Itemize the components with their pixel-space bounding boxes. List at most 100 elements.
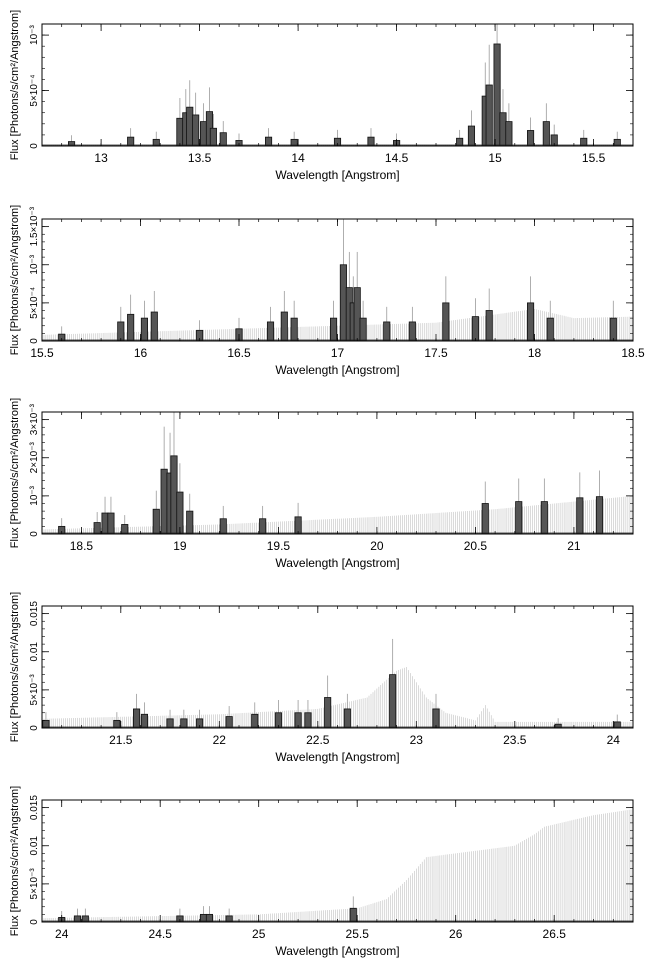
x-tick-label: 22 xyxy=(213,733,227,747)
x-tick-label: 19.5 xyxy=(267,539,291,553)
y-axis-label: Flux [Photons/s/cm²/Angstrom] xyxy=(9,592,21,742)
chart-panel-1: 13 13.5 14 14.5 15 15.5 0 5×10⁻⁴ 10⁻³ Wavelength … xyxy=(9,10,634,182)
x-tick-label: 18.5 xyxy=(621,346,645,360)
y-tick-label: 5×10⁻⁴ xyxy=(29,287,40,319)
y-tick-label: 0 xyxy=(29,531,40,537)
x-tick-label: 26.5 xyxy=(543,927,567,941)
data-bin xyxy=(121,524,129,535)
data-bin xyxy=(540,501,548,535)
x-tick-label: 25.5 xyxy=(346,927,370,941)
data-bin xyxy=(107,512,115,535)
chart-panel-2: 15.5 16 16.5 17 17.5 18 18.5 0 5×10⁻⁴ 10⁻³ 1.5×10⁻… xyxy=(9,205,645,377)
y-tick-label: 0.01 xyxy=(29,642,40,662)
data-bin xyxy=(324,697,332,729)
y-tick-label: 1.5×10⁻³ xyxy=(29,206,40,246)
x-tick-label: 13 xyxy=(94,151,108,165)
data-bin xyxy=(192,114,200,147)
x-tick-label: 24 xyxy=(607,733,621,747)
x-axis-label: Wavelength [Angstrom] xyxy=(275,363,399,377)
data-bin xyxy=(186,510,194,535)
data-bin xyxy=(266,321,275,342)
data-bin xyxy=(93,522,101,535)
data-bin xyxy=(140,317,148,342)
y-axis-label: Flux [Photons/s/cm²/Angstrom] xyxy=(9,205,21,355)
y-tick-label: 0 xyxy=(29,338,40,344)
data-bin xyxy=(383,321,391,342)
data-bin xyxy=(186,106,194,147)
data-bin xyxy=(330,317,338,342)
data-bin xyxy=(576,497,584,535)
x-tick-label: 15 xyxy=(488,151,502,165)
data-bin xyxy=(219,132,227,147)
x-tick-label: 18.5 xyxy=(70,539,94,553)
data-bin xyxy=(527,130,535,147)
x-tick-label: 17 xyxy=(331,346,345,360)
y-tick-label: 0 xyxy=(29,919,40,925)
x-axis-label: Wavelength [Angstrom] xyxy=(275,944,399,958)
data-bin xyxy=(527,302,535,342)
y-tick-label: 10⁻³ xyxy=(29,254,40,274)
data-bin xyxy=(595,496,604,535)
y-tick-label: 5×10⁻⁴ xyxy=(29,74,40,106)
data-bin xyxy=(505,121,513,147)
y-tick-label: 5×10⁻³ xyxy=(29,674,40,706)
model-continuum xyxy=(41,667,634,728)
data-bin xyxy=(408,321,416,342)
data-bin xyxy=(442,302,450,342)
y-tick-label: 3×10⁻³ xyxy=(29,403,40,435)
data-bin xyxy=(499,112,507,147)
y-tick-label: 0.01 xyxy=(29,836,40,856)
y-axis-label: Flux [Photons/s/cm²/Angstrom] xyxy=(9,786,21,936)
y-axis-label: Flux [Photons/s/cm²/Angstrom] xyxy=(9,398,21,548)
y-tick-label: 10⁻³ xyxy=(29,485,40,505)
x-tick-label: 14 xyxy=(291,151,305,165)
data-bin xyxy=(554,723,562,729)
model-continuum xyxy=(41,809,634,922)
data-bin xyxy=(485,310,493,342)
x-tick-label: 18 xyxy=(528,346,542,360)
data-bin xyxy=(353,287,361,342)
x-tick-label: 16 xyxy=(134,346,148,360)
data-bin xyxy=(609,317,617,342)
x-tick-label: 16.5 xyxy=(227,346,251,360)
x-tick-label: 25 xyxy=(252,927,266,941)
data-bin xyxy=(251,713,259,729)
x-tick-label: 23 xyxy=(410,733,424,747)
x-tick-label: 22.5 xyxy=(306,733,330,747)
data-bin xyxy=(280,311,288,342)
y-tick-label: 10⁻³ xyxy=(29,25,40,45)
x-tick-label: 20.5 xyxy=(464,539,488,553)
data-bin xyxy=(349,907,357,923)
data-bin xyxy=(199,121,208,147)
y-tick-label: 0 xyxy=(29,143,40,149)
y-axis-label: Flux [Photons/s/cm²/Angstrom] xyxy=(9,10,21,160)
x-axis-label: Wavelength [Angstrom] xyxy=(275,750,399,764)
y-tick-label: 0.015 xyxy=(29,601,40,626)
data-bin xyxy=(542,121,550,147)
x-tick-label: 15.5 xyxy=(30,346,54,360)
x-tick-label: 26 xyxy=(449,927,463,941)
data-bin xyxy=(389,674,397,729)
x-tick-label: 24.5 xyxy=(149,927,173,941)
x-tick-label: 20 xyxy=(370,539,384,553)
data-bin xyxy=(339,264,347,342)
chart-panel-5: 24 24.5 25 25.5 26 26.5 0 5×10⁻³ 0.01 0.015 Wavele… xyxy=(9,786,634,958)
data-bin xyxy=(225,716,233,729)
x-tick-label: 13.5 xyxy=(188,151,212,165)
y-tick-label: 0.015 xyxy=(29,795,40,820)
data-bin xyxy=(259,518,267,535)
y-tick-label: 2×10⁻³ xyxy=(29,442,40,474)
data-bin xyxy=(170,455,178,535)
data-bin xyxy=(359,317,367,342)
data-bin xyxy=(493,43,501,147)
data-bin xyxy=(290,317,298,342)
data-bin xyxy=(133,708,141,729)
x-tick-label: 21.5 xyxy=(109,733,133,747)
x-tick-label: 24 xyxy=(55,927,69,941)
data-bin xyxy=(485,84,493,147)
data-bin xyxy=(152,508,160,535)
data-bin xyxy=(176,117,184,147)
data-bin xyxy=(160,468,168,535)
y-tick-label: 0 xyxy=(29,725,40,731)
